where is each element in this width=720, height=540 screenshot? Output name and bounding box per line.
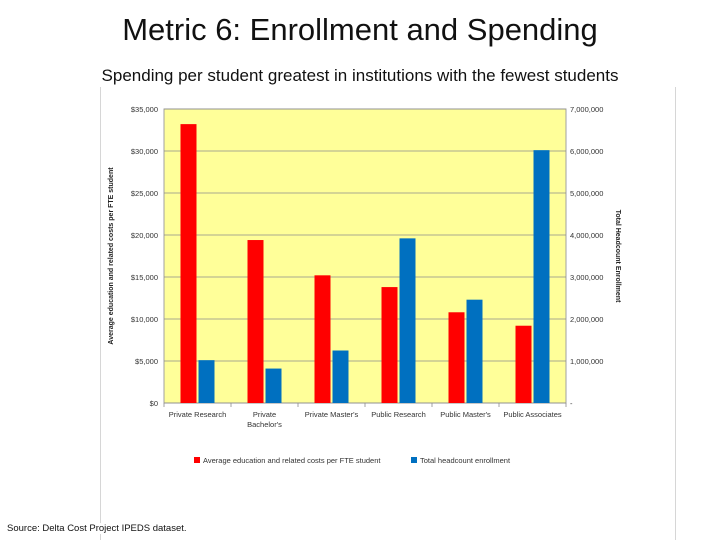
slide-title: Metric 6: Enrollment and Spending <box>122 12 598 47</box>
legend-label: Total headcount enrollment <box>420 456 511 465</box>
bar <box>180 124 197 403</box>
chart: $0 $5,000 $10,000 $15,000 $20,000 $25,000 $30,… <box>108 105 621 465</box>
bar <box>466 299 483 403</box>
legend-swatch <box>411 457 417 463</box>
y-right-tick-label: - <box>570 399 573 408</box>
y-left-tick-label: $35,000 <box>131 105 158 114</box>
x-category-label: Public Master's <box>440 410 491 419</box>
x-category-label: Bachelor's <box>247 420 282 429</box>
bar <box>533 150 550 403</box>
y-right-tick-label: 6,000,000 <box>570 147 603 156</box>
x-category-label: Private Master's <box>305 410 359 419</box>
bar <box>198 360 215 403</box>
y-left-tick-label: $10,000 <box>131 315 158 324</box>
bar <box>314 275 331 403</box>
x-category-label: Private Research <box>169 410 227 419</box>
bar <box>332 350 349 403</box>
y-left-tick-label: $15,000 <box>131 273 158 282</box>
y-left-tick-label: $5,000 <box>135 357 158 366</box>
x-category-label: Public Research <box>371 410 426 419</box>
y-left-tick-label: $20,000 <box>131 231 158 240</box>
bar <box>381 287 398 403</box>
bar <box>448 312 465 403</box>
chart-frame: $0 $5,000 $10,000 $15,000 $20,000 $25,000 $30,… <box>100 87 676 540</box>
y-left-tick-label: $25,000 <box>131 189 158 198</box>
legend-swatch <box>194 457 200 463</box>
x-category-label: Public Associates <box>503 410 562 419</box>
y-right-tick-label: 4,000,000 <box>570 231 603 240</box>
legend-label: Average education and related costs per … <box>203 456 381 465</box>
bar <box>515 325 532 403</box>
y-right-tick-label: 2,000,000 <box>570 315 603 324</box>
bar <box>399 238 416 403</box>
y-left-axis-label: Average education and related costs per … <box>108 167 115 345</box>
x-category-label: Private <box>253 410 276 419</box>
y-right-tick-label: 1,000,000 <box>570 357 603 366</box>
bar <box>265 368 282 403</box>
source-note: Source: Delta Cost Project IPEDS dataset… <box>7 523 187 534</box>
y-right-axis-label: Total Headcount Enrollment <box>614 210 621 303</box>
y-right-tick-label: 7,000,000 <box>570 105 603 114</box>
y-right-tick-label: 3,000,000 <box>570 273 603 282</box>
bar <box>247 240 264 403</box>
y-left-tick-label: $30,000 <box>131 147 158 156</box>
slide-subtitle: Spending per student greatest in institu… <box>101 66 619 85</box>
y-left-tick-label: $0 <box>150 399 158 408</box>
plot-area <box>163 108 567 404</box>
y-right-tick-label: 5,000,000 <box>570 189 603 198</box>
